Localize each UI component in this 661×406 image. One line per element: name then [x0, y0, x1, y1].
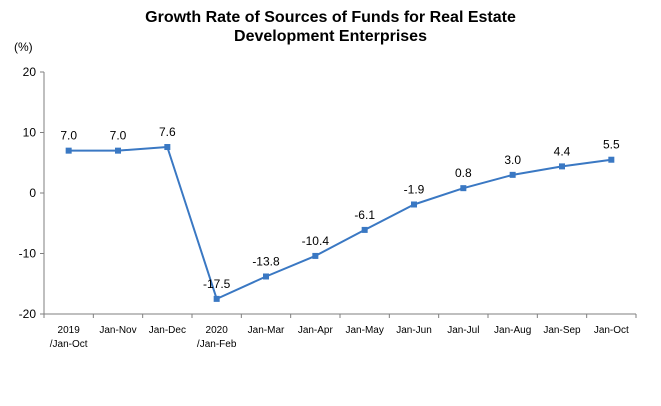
x-tick-label: /Jan-Oct	[50, 339, 88, 350]
data-point-marker	[312, 252, 319, 259]
data-label: -17.5	[203, 277, 231, 291]
data-label: -13.8	[252, 254, 280, 268]
data-point-marker	[411, 201, 417, 208]
data-label: 0.8	[455, 166, 472, 180]
data-point-marker	[65, 147, 72, 154]
x-tick-label: Jan-Oct	[594, 325, 629, 336]
data-point-marker	[608, 156, 615, 163]
data-label: 5.5	[603, 138, 620, 152]
x-tick-label: Jan-May	[345, 325, 383, 336]
data-point-marker	[361, 226, 368, 233]
y-tick-label: 10	[23, 126, 37, 140]
y-tick-label: 20	[23, 65, 37, 79]
x-tick-label: 2020	[206, 325, 229, 336]
x-tick-label: Jan-Dec	[149, 325, 186, 336]
data-label: 7.0	[60, 129, 77, 143]
data-label: 7.0	[110, 129, 127, 143]
chart-title: Growth Rate of Sources of Funds for Real…	[0, 8, 661, 46]
data-label: 3.0	[504, 153, 521, 167]
data-label: 7.6	[159, 125, 176, 139]
x-tick-label: Jan-Aug	[494, 325, 531, 336]
data-point-marker	[559, 163, 565, 170]
series-line	[68, 146, 612, 300]
data-point-marker	[509, 171, 516, 178]
x-tick-label: Jan-Jul	[447, 325, 479, 336]
y-axis-unit-label: (%)	[14, 40, 33, 54]
data-point-marker	[213, 295, 220, 302]
y-tick-label: -20	[19, 307, 37, 321]
data-point-marker	[460, 185, 467, 192]
x-tick-label: Jan-Sep	[543, 325, 581, 336]
y-tick-label: 0	[29, 186, 36, 200]
x-tick-label: Jan-Mar	[248, 325, 285, 336]
chart-title-line-2: Development Enterprises	[234, 28, 427, 45]
y-tick-label: -10	[19, 247, 37, 261]
data-label: -6.1	[354, 208, 375, 222]
x-tick-label: /Jan-Feb	[197, 339, 237, 350]
x-tick-label: Jan-Nov	[99, 325, 136, 336]
data-label: -1.9	[404, 182, 425, 196]
x-tick-label: 2019	[58, 325, 81, 336]
x-tick-label: Jan-Jun	[396, 325, 432, 336]
data-label: 4.4	[554, 144, 571, 158]
data-point-marker	[263, 273, 269, 280]
data-point-marker	[115, 147, 121, 154]
x-tick-label: Jan-Apr	[298, 325, 334, 336]
data-label: -10.4	[302, 234, 330, 248]
data-point-marker	[164, 144, 171, 151]
chart-title-line-1: Growth Rate of Sources of Funds for Real…	[145, 9, 516, 26]
